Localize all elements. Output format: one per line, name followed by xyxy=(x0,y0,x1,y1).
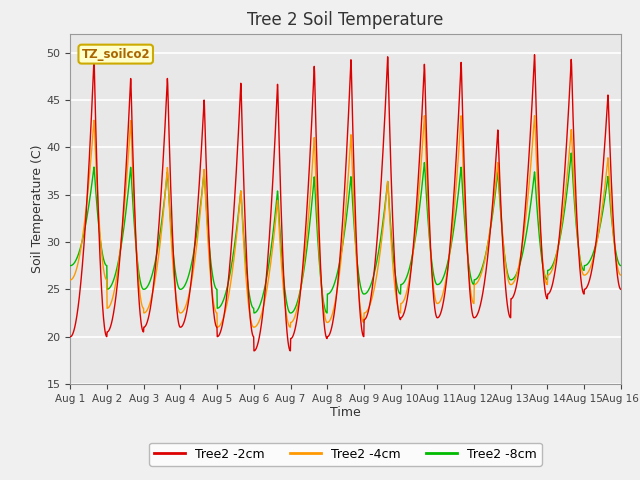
Y-axis label: Soil Temperature (C): Soil Temperature (C) xyxy=(31,144,44,273)
Text: TZ_soilco2: TZ_soilco2 xyxy=(81,48,150,60)
Legend: Tree2 -2cm, Tree2 -4cm, Tree2 -8cm: Tree2 -2cm, Tree2 -4cm, Tree2 -8cm xyxy=(149,443,542,466)
Title: Tree 2 Soil Temperature: Tree 2 Soil Temperature xyxy=(248,11,444,29)
X-axis label: Time: Time xyxy=(330,407,361,420)
